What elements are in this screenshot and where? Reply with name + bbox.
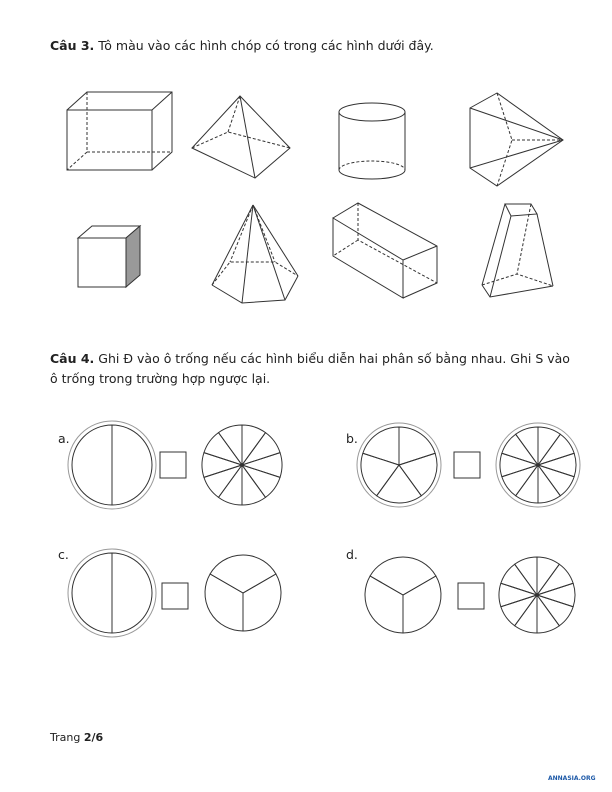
sector	[111, 552, 153, 634]
cylinder	[338, 102, 406, 180]
sector	[360, 452, 400, 497]
cuboid	[66, 91, 173, 171]
outer-ring	[67, 420, 157, 510]
sector	[535, 594, 574, 627]
sector	[217, 424, 243, 467]
item-label: c.	[58, 547, 69, 562]
cuboid	[332, 202, 438, 299]
sector	[369, 556, 437, 596]
sector	[71, 424, 113, 506]
sector	[203, 431, 244, 466]
item-label: a.	[58, 431, 70, 446]
outer-ring	[495, 422, 581, 508]
sector	[364, 575, 404, 634]
question-text: Tô màu vào các hình chóp có trong các hì…	[98, 38, 434, 53]
sector	[501, 433, 540, 466]
footer-prefix: Trang	[50, 731, 81, 744]
answer-box[interactable]	[457, 582, 485, 610]
question-4: Câu 4. Ghi Đ vào ô trống nếu các hình bi…	[50, 349, 580, 389]
sector	[204, 573, 244, 632]
question-label: Câu 3.	[50, 38, 95, 53]
sector	[375, 464, 423, 504]
sector	[536, 433, 575, 466]
sector	[398, 426, 436, 466]
sector	[402, 575, 442, 634]
logo-text: ANNASIA.ORG	[548, 775, 596, 782]
frustum	[481, 203, 554, 298]
question-text: Ghi Đ vào ô trống nếu các hình biểu diễn…	[50, 351, 570, 386]
sector	[111, 424, 153, 506]
sector	[500, 563, 539, 596]
footer: Trang 2/6	[50, 731, 103, 744]
sector	[203, 464, 244, 499]
sector	[536, 464, 575, 497]
sector	[500, 594, 539, 627]
pyramid	[191, 95, 291, 179]
answer-box[interactable]	[161, 582, 189, 610]
sector	[535, 563, 574, 596]
sector	[362, 426, 400, 466]
answer-box[interactable]	[159, 451, 187, 479]
sector	[513, 556, 538, 597]
pyramid	[211, 204, 299, 304]
sector	[71, 552, 113, 634]
pyramid	[469, 92, 564, 187]
page-number: 2/6	[83, 731, 104, 744]
sector	[240, 464, 281, 499]
outer-ring	[67, 548, 157, 638]
fraction-circles	[67, 420, 581, 638]
sector	[514, 426, 539, 467]
question-label: Câu 4.	[50, 351, 95, 366]
outer-ring	[356, 422, 442, 508]
sector	[501, 464, 540, 497]
sector	[242, 573, 282, 632]
answer-box[interactable]	[453, 451, 481, 479]
question-3: Câu 3. Tô màu vào các hình chóp có trong…	[50, 36, 580, 56]
cube	[76, 224, 142, 289]
item-label: d.	[346, 547, 358, 562]
sector	[398, 452, 438, 497]
sector	[240, 431, 281, 466]
sector	[209, 554, 277, 594]
item-label: b.	[346, 431, 358, 446]
